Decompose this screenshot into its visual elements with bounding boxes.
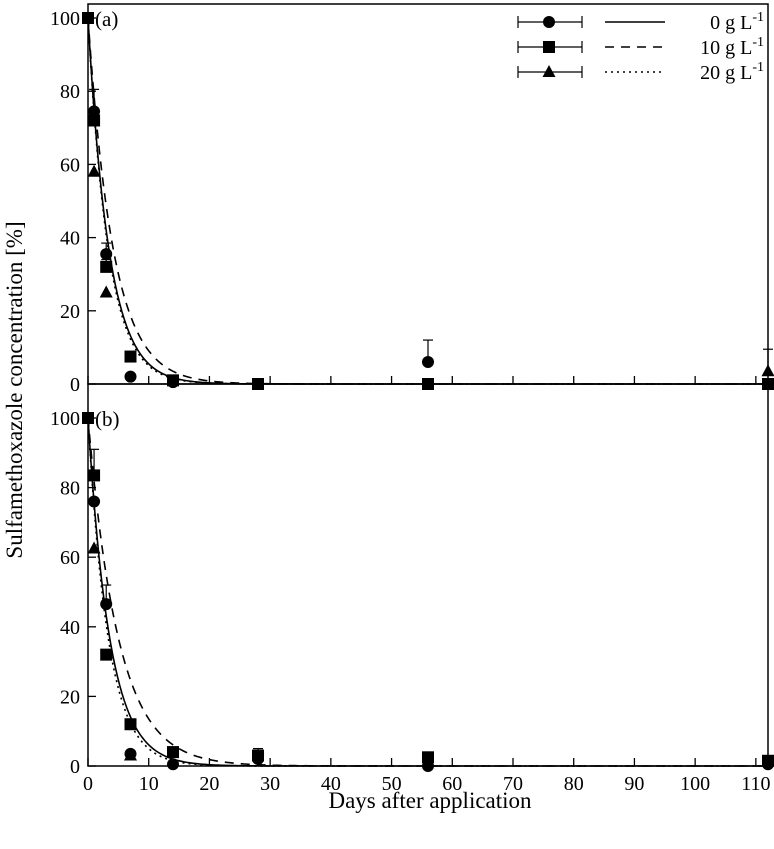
- y-tick-label: 20: [60, 686, 80, 708]
- data-point-square: [100, 649, 112, 661]
- y-tick-label: 80: [60, 81, 80, 103]
- data-point-circle: [422, 356, 434, 368]
- panel-a: 0 20 40 60 80 100 (a): [50, 4, 774, 396]
- legend-marker-triangle: [543, 65, 556, 77]
- data-point-square: [88, 114, 100, 126]
- x-tick-label: 90: [624, 773, 644, 795]
- data-point-circle: [167, 758, 179, 770]
- data-point-square: [762, 755, 774, 767]
- panel-label: (a): [95, 7, 118, 31]
- plot-frame: [88, 4, 768, 384]
- fit-curve-circle: [88, 18, 768, 384]
- fit-curve-triangle: [88, 18, 768, 384]
- data-point-square: [167, 746, 179, 758]
- x-tick-label: 10: [139, 773, 159, 795]
- x-tick-label: 110: [741, 773, 770, 795]
- panel-label: (b): [95, 407, 120, 431]
- fit-curve-square: [88, 18, 768, 384]
- data-point-square: [252, 750, 264, 762]
- y-tick-label: 0: [70, 374, 80, 396]
- data-point-square: [88, 469, 100, 481]
- y-tick-label: 20: [60, 301, 80, 323]
- plot-frame: [88, 384, 768, 766]
- data-point-square: [82, 12, 94, 24]
- x-tick-label: 30: [260, 773, 280, 795]
- legend-marker-square: [543, 41, 555, 53]
- legend-marker-circle: [543, 16, 555, 28]
- y-tick-label: 0: [70, 756, 80, 778]
- fit-curve-circle: [88, 418, 768, 766]
- data-point-square: [422, 751, 434, 763]
- x-tick-label: 20: [199, 773, 219, 795]
- y-axis-title: Sulfamethoxazole concentration [%]: [2, 221, 27, 558]
- y-tick-label: 100: [50, 408, 80, 430]
- x-tick-label: 100: [680, 773, 710, 795]
- fit-curve-square: [88, 418, 768, 766]
- data-point-circle: [125, 371, 137, 383]
- y-tick-label: 60: [60, 547, 80, 569]
- y-tick-label: 60: [60, 154, 80, 176]
- x-axis-title: Days after application: [328, 788, 532, 813]
- data-point-circle: [100, 598, 112, 610]
- legend: 0 g L-110 g L-120 g L-1: [518, 10, 764, 84]
- x-tick-label: 80: [564, 773, 584, 795]
- y-tick-label: 100: [50, 8, 80, 30]
- data-point-square: [125, 718, 137, 730]
- data-point-square: [82, 412, 94, 424]
- data-point-circle: [100, 248, 112, 260]
- data-point-circle: [88, 496, 100, 508]
- x-tick-label: 0: [83, 773, 93, 795]
- data-point-triangle: [100, 286, 113, 298]
- y-tick-label: 40: [60, 617, 80, 639]
- data-point-square: [125, 351, 137, 363]
- legend-label: 0 g L-1: [710, 10, 764, 34]
- data-point-triangle: [762, 364, 774, 376]
- y-tick-label: 80: [60, 478, 80, 500]
- data-point-square: [100, 261, 112, 273]
- legend-label: 20 g L-1: [700, 60, 764, 84]
- fit-curve-triangle: [88, 418, 768, 766]
- legend-label: 10 g L-1: [700, 35, 764, 59]
- y-tick-label: 40: [60, 228, 80, 250]
